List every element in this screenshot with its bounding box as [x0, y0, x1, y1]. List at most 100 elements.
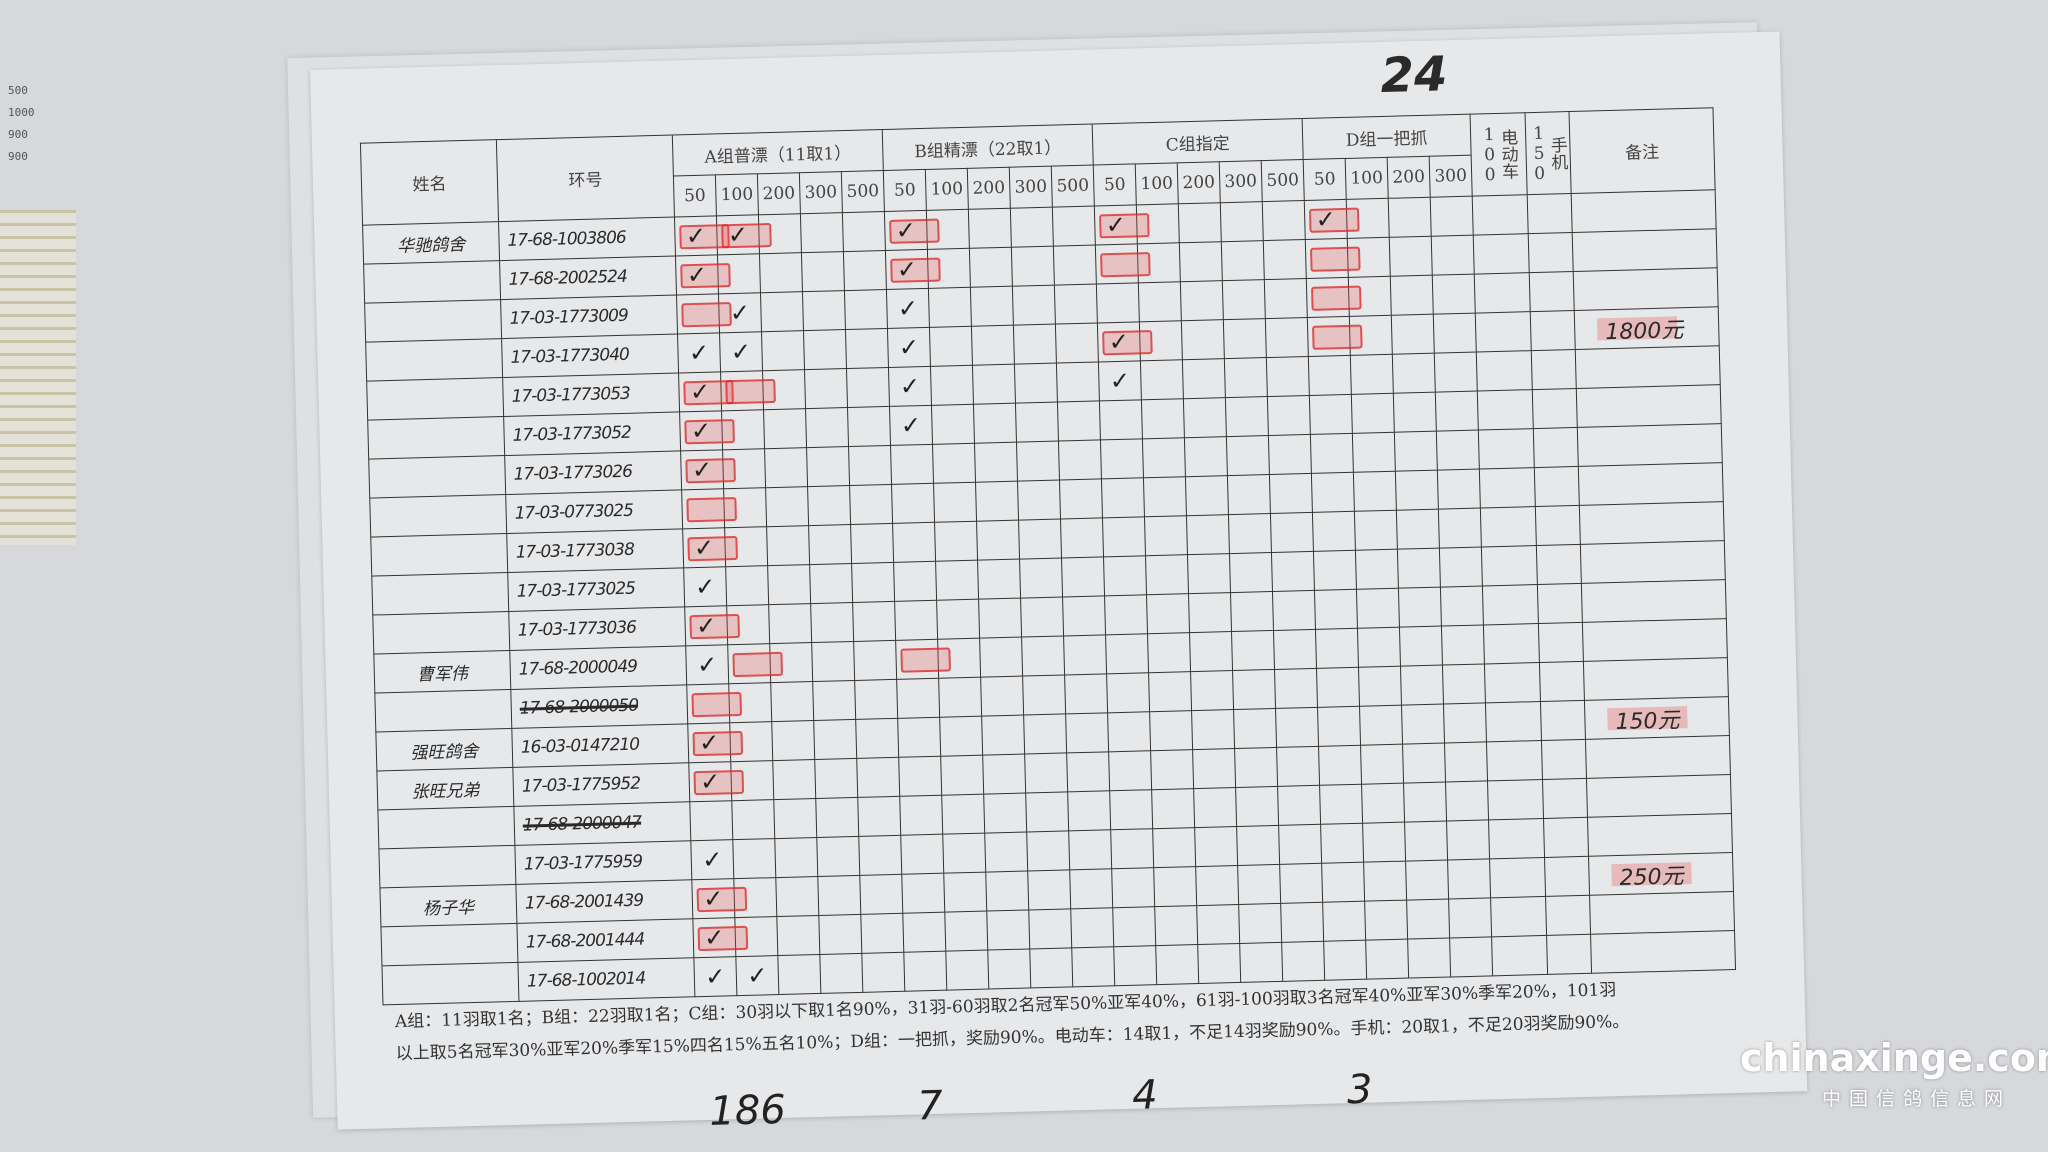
- entry-cell-C200: [1189, 631, 1233, 672]
- entry-cell-A50: ✓: [684, 605, 741, 646]
- entry-cell-B50: [898, 756, 942, 797]
- ebike-cell: [1484, 662, 1541, 703]
- entry-cell-D300: [1432, 274, 1476, 315]
- entry-cell-C50: [1101, 477, 1145, 518]
- entry-cell-B50: [903, 951, 947, 992]
- entry-cell-C100: [1148, 671, 1192, 712]
- check-mark-icon: ✓: [897, 294, 919, 323]
- entry-cell-C100: [1152, 827, 1196, 868]
- entry-cell-D200: [1402, 743, 1446, 784]
- ebike-cell: [1477, 389, 1534, 431]
- entry-cell-A300: [810, 602, 854, 643]
- entry-cell-C300: [1235, 786, 1279, 827]
- red-stamp: [732, 651, 784, 678]
- entry-cell-D50: [1309, 394, 1353, 435]
- entry-cell-C100: [1145, 554, 1189, 595]
- entry-cell-C50: [1095, 243, 1151, 284]
- check-mark-icon: ✓: [691, 455, 713, 485]
- entry-cell-B50: [899, 795, 943, 836]
- remarks-cell: [1589, 891, 1735, 935]
- entry-cell-A300: [809, 563, 853, 604]
- remarks-cell: [1582, 618, 1728, 662]
- entry-cell-C300: [1230, 591, 1274, 632]
- ring-number: 16-03-0147210: [520, 734, 640, 758]
- entry-cell-D50: [1305, 238, 1361, 279]
- entry-cell-D100: [1360, 744, 1404, 785]
- entry-cell-C300: [1227, 474, 1271, 515]
- entry-cell-B50: [900, 834, 944, 875]
- entry-cell-C500: [1262, 200, 1306, 241]
- entry-cell-B300: [1027, 869, 1071, 910]
- entry-cell-A50: ✓: [679, 410, 735, 451]
- entry-cell-B50: [891, 483, 935, 524]
- entry-cell-A300: [804, 368, 848, 409]
- entry-cell-A50: ✓: [685, 644, 729, 685]
- remarks-cell: [1577, 423, 1723, 467]
- entry-cell-C300: [1238, 903, 1282, 944]
- header-distance-B200: 200: [967, 167, 1011, 210]
- entry-cell-A300: [805, 407, 849, 448]
- entry-cell-C100: [1147, 632, 1191, 673]
- entry-cell-A200: [770, 681, 814, 722]
- ebike-cell: [1489, 857, 1546, 898]
- entry-cell-D200: [1395, 470, 1439, 511]
- check-mark-icon: ✓: [1315, 205, 1337, 234]
- entry-cell-A50: [676, 293, 732, 334]
- entry-cell-B500: [1060, 517, 1104, 558]
- ebike-cell: [1491, 935, 1548, 976]
- entry-cell-B50: [902, 912, 946, 953]
- entry-cell-B200: [969, 247, 1013, 288]
- entry-cell-B300: [1010, 207, 1054, 248]
- entry-cell-B200: [968, 208, 1012, 249]
- entry-cell-A50: ✓: [674, 215, 730, 256]
- check-mark-icon: ✓: [699, 767, 721, 797]
- entry-cell-C50: [1107, 711, 1151, 752]
- entry-cell-B100: [944, 911, 988, 952]
- entry-cell-C200: [1187, 553, 1231, 594]
- entry-cell-A50: ✓: [693, 956, 737, 997]
- note-line: 500: [8, 84, 28, 97]
- entry-cell-A100: [725, 565, 769, 606]
- entry-cell-D200: [1391, 314, 1435, 355]
- ring-number-cell: 17-03-1773025: [507, 567, 685, 612]
- owner-name: 曹军伟: [373, 650, 511, 694]
- entry-cell-B300: [1021, 635, 1065, 677]
- header-distance-A200: 200: [757, 172, 801, 215]
- phone-cell: [1545, 895, 1591, 936]
- registration-table: 姓名 环号 A组普漂（11取1） B组精漂（22取1） C组指定 D组一把抓 电动车100 手…: [360, 107, 1736, 1005]
- entry-cell-A500: [848, 445, 892, 486]
- phone-cell: [1527, 193, 1573, 234]
- entry-cell-B500: [1063, 634, 1107, 675]
- entry-cell-B500: [1061, 556, 1105, 597]
- ebike-cell: [1480, 506, 1537, 548]
- entry-cell-C50: [1105, 633, 1149, 674]
- header-distance-B50: 50: [883, 169, 927, 212]
- entry-cell-C300: [1222, 279, 1266, 320]
- entry-cell-B300: [1011, 246, 1055, 287]
- remarks-cell: [1590, 930, 1736, 974]
- left-margin-note: 500 1000 900 900: [8, 80, 35, 168]
- entry-cell-A50: ✓: [688, 761, 745, 802]
- entry-cell-A300: [819, 953, 863, 994]
- watermark-site: chinaxinge.com: [1740, 1036, 2048, 1080]
- entry-cell-C50: ✓: [1098, 360, 1142, 401]
- entry-cell-D100: [1350, 354, 1394, 395]
- entry-cell-B500: [1064, 673, 1108, 714]
- entry-cell-A300: [818, 914, 862, 955]
- entry-cell-D100: [1362, 822, 1406, 863]
- ring-number: 17-03-1773025: [516, 578, 636, 602]
- check-mark-icon: ✓: [686, 260, 708, 290]
- entry-cell-D200: [1389, 236, 1433, 277]
- phone-cell: [1530, 310, 1576, 351]
- entry-cell-C200: [1195, 865, 1239, 906]
- entry-cell-C500: [1268, 434, 1312, 475]
- header-distance-B500: 500: [1051, 165, 1095, 208]
- ring-number-cell: 17-68-1003806: [498, 217, 676, 261]
- check-mark-icon: ✓: [1105, 210, 1127, 240]
- ring-number: 17-68-1003806: [507, 227, 627, 251]
- red-stamp: [1311, 285, 1362, 311]
- entry-cell-D300: [1441, 624, 1485, 666]
- ring-number: 17-68-2000049: [518, 656, 638, 680]
- ebike-cell: [1485, 701, 1542, 742]
- entry-cell-B200: [976, 520, 1020, 561]
